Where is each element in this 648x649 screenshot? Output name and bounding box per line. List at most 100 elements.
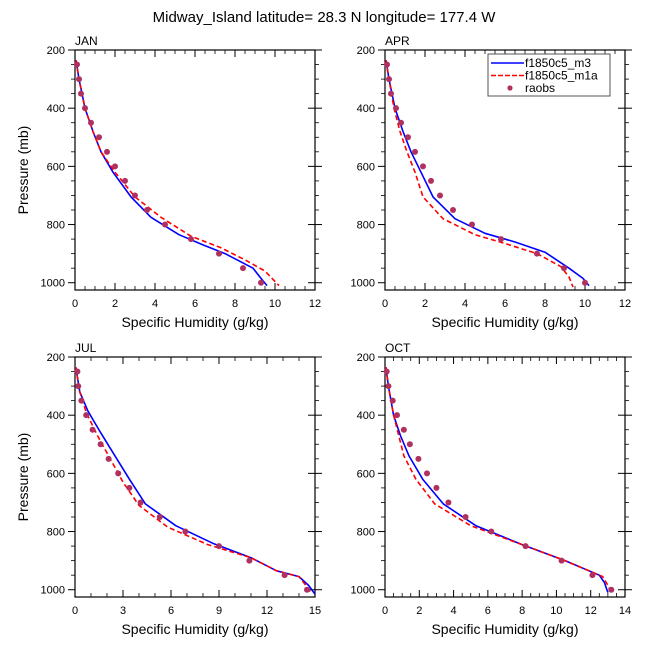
x-tick-label: 12 <box>261 605 273 617</box>
y-tick-label: 200 <box>47 352 65 364</box>
series-line-f1850c5-m3 <box>75 367 316 595</box>
raobs-point <box>433 484 440 491</box>
x-tick-label: 12 <box>585 605 597 617</box>
raobs-point <box>105 455 112 462</box>
raobs-point <box>82 105 88 112</box>
raobs-point <box>115 470 122 477</box>
x-tick-label: 2 <box>112 298 118 310</box>
raobs-point <box>162 221 168 228</box>
y-tick-label: 800 <box>357 220 375 232</box>
raobs-point <box>74 368 81 375</box>
panel-oct: OCT 0 2 4 6 8 10 12 14 200 400 600 800 1000 Specific H… <box>351 341 632 637</box>
raobs-point <box>83 412 90 419</box>
raobs-point <box>383 368 390 375</box>
y-tick-label: 200 <box>47 45 65 57</box>
x-tick-label: 14 <box>619 605 631 617</box>
raobs-point <box>188 236 194 243</box>
y-tick-label: 400 <box>47 103 65 115</box>
raobs-point <box>582 279 588 286</box>
y-tick-label: 1000 <box>41 278 65 290</box>
raobs-point <box>96 134 102 141</box>
x-tick-label: 0 <box>382 298 388 310</box>
raobs-point <box>406 441 413 448</box>
y-tick-label: 600 <box>47 161 65 173</box>
raobs-point <box>561 265 567 272</box>
x-tick-label: 8 <box>519 605 525 617</box>
panel-label: JUL <box>75 341 97 355</box>
raobs-point <box>384 61 390 68</box>
y-axis-title: Pressure (mb) <box>15 126 31 215</box>
x-tick-label: 0 <box>72 605 78 617</box>
raobs-point <box>97 441 104 448</box>
x-tick-label: 0 <box>72 298 78 310</box>
x-axis-title: Specific Humidity (g/kg) <box>121 621 268 637</box>
series-line-f1850c5-m1a <box>75 60 280 287</box>
x-tick-label: 4 <box>462 298 468 310</box>
raobs-point <box>88 119 94 126</box>
raobs-point <box>400 426 407 433</box>
raobs-point <box>240 265 246 272</box>
y-tick-label: 600 <box>357 161 375 173</box>
y-tick-label: 1000 <box>351 585 375 597</box>
raobs-point <box>78 90 84 97</box>
raobs-point <box>394 412 400 419</box>
figure-title: Midway_Island latitude= 28.3 N longitude… <box>153 9 497 26</box>
raobs-point <box>405 134 411 141</box>
x-axis-title: Specific Humidity (g/kg) <box>121 314 268 330</box>
raobs-point <box>89 426 96 433</box>
panel-label: JAN <box>75 34 98 48</box>
x-axis-title: Specific Humidity (g/kg) <box>431 314 578 330</box>
raobs-point <box>304 586 310 593</box>
y-tick-label: 400 <box>357 103 375 115</box>
raobs-point <box>156 514 163 520</box>
raobs-point <box>415 455 422 462</box>
raobs-point <box>420 163 426 170</box>
plot-frame <box>74 356 316 598</box>
panel-label: APR <box>385 34 410 48</box>
raobs-point <box>216 250 222 257</box>
raobs-point <box>498 236 504 243</box>
raobs-point <box>144 207 150 213</box>
series-line-f1850c5-m3 <box>75 60 268 287</box>
raobs-point <box>393 105 399 112</box>
y-tick-label: 200 <box>357 45 375 57</box>
raobs-point <box>428 177 434 184</box>
x-tick-label: 4 <box>152 298 158 310</box>
raobs-point <box>137 499 144 506</box>
raobs-point <box>258 279 264 286</box>
raobs-point <box>75 383 82 390</box>
x-tick-label: 8 <box>232 298 238 310</box>
x-tick-label: 2 <box>416 605 422 617</box>
y-tick-label: 600 <box>47 468 65 480</box>
x-tick-label: 12 <box>309 298 321 310</box>
y-tick-label: 200 <box>357 352 375 364</box>
raobs-point <box>388 90 394 97</box>
series-line-f1850c5-m1a <box>385 367 613 593</box>
series-line-f1850c5-m3 <box>385 367 609 593</box>
y-tick-label: 1000 <box>41 585 65 597</box>
raobs-point <box>385 383 392 390</box>
raobs-point <box>386 76 392 83</box>
x-tick-label: 3 <box>120 605 126 617</box>
raobs-point <box>398 119 404 126</box>
y-tick-label: 800 <box>357 527 375 539</box>
raobs-point <box>445 499 452 506</box>
x-tick-label: 2 <box>422 298 428 310</box>
raobs-point <box>389 397 396 404</box>
y-tick-label: 600 <box>357 468 375 480</box>
y-tick-label: 400 <box>357 410 375 422</box>
legend-marker-raobs <box>507 85 513 91</box>
y-tick-label: 1000 <box>351 278 375 290</box>
x-tick-label: 10 <box>269 298 281 310</box>
raobs-point <box>216 543 222 550</box>
raobs-point <box>246 557 253 564</box>
y-tick-label: 800 <box>47 220 65 232</box>
legend-label: raobs <box>525 81 555 95</box>
y-axis-title: Pressure (mb) <box>15 433 31 522</box>
raobs-point <box>589 572 596 579</box>
raobs-point <box>76 76 82 83</box>
legend-label: f1850c5_m1a <box>525 69 598 83</box>
y-tick-label: 400 <box>47 410 65 422</box>
